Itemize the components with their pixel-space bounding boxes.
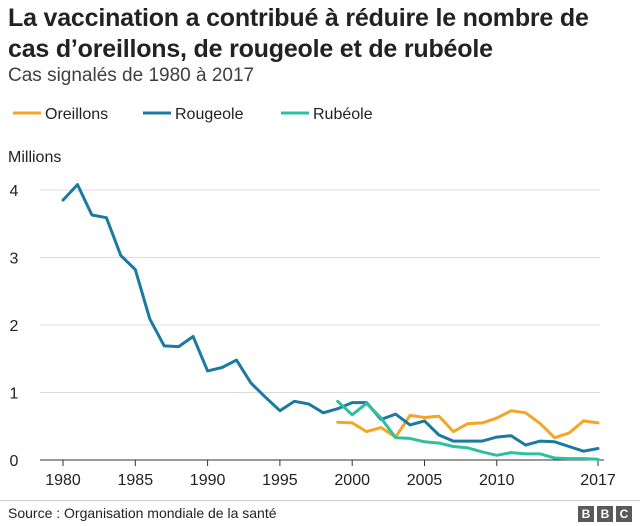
x-tick-label: 2005 bbox=[407, 472, 443, 489]
chart-subtitle: Cas signalés de 1980 à 2017 bbox=[8, 65, 255, 86]
source-note: Source : Organisation mondiale de la san… bbox=[8, 505, 277, 521]
x-tick-label: 2000 bbox=[334, 472, 370, 489]
series-line-rougeole bbox=[61, 183, 600, 453]
series-lines bbox=[61, 183, 600, 461]
x-tick-label: 2010 bbox=[479, 472, 515, 489]
bbc-logo: B B C bbox=[578, 506, 632, 522]
gridlines bbox=[40, 189, 600, 393]
y-axis-label: Millions bbox=[8, 149, 61, 166]
legend: Oreillons Rougeole Rubéole bbox=[13, 106, 373, 123]
logo-letter: B bbox=[597, 506, 613, 522]
y-tick-label: 0 bbox=[10, 453, 19, 470]
x-tick-label: 2017 bbox=[580, 472, 616, 489]
y-tick-label: 4 bbox=[10, 183, 19, 200]
x-tick-label: 1985 bbox=[118, 472, 154, 489]
line-chart: Oreillons Rougeole Rubéole Millions 01234 … bbox=[8, 106, 616, 489]
logo-letter: B bbox=[578, 506, 594, 522]
chart-title: La vaccination a contribué à réduire le … bbox=[8, 4, 589, 63]
series-line-oreillons bbox=[336, 409, 600, 440]
y-axis-ticks: 0 1 2 3 4 bbox=[10, 183, 19, 470]
y-tick-label: 1 bbox=[10, 386, 19, 403]
legend-label: Rougeole bbox=[175, 106, 244, 123]
x-axis: 1980 1985 1990 1995 2000 2005 2010 2017 bbox=[40, 459, 616, 489]
y-tick-label: 2 bbox=[10, 318, 19, 335]
legend-label: Rubéole bbox=[313, 106, 373, 123]
series-line-rubéole bbox=[336, 399, 600, 461]
y-tick-label: 3 bbox=[10, 251, 19, 268]
x-tick-label: 1980 bbox=[45, 472, 81, 489]
x-tick-label: 1995 bbox=[262, 472, 298, 489]
logo-letter: C bbox=[616, 506, 632, 522]
footer-divider bbox=[0, 500, 640, 501]
legend-label: Oreillons bbox=[45, 106, 108, 123]
x-tick-label: 1990 bbox=[190, 472, 226, 489]
